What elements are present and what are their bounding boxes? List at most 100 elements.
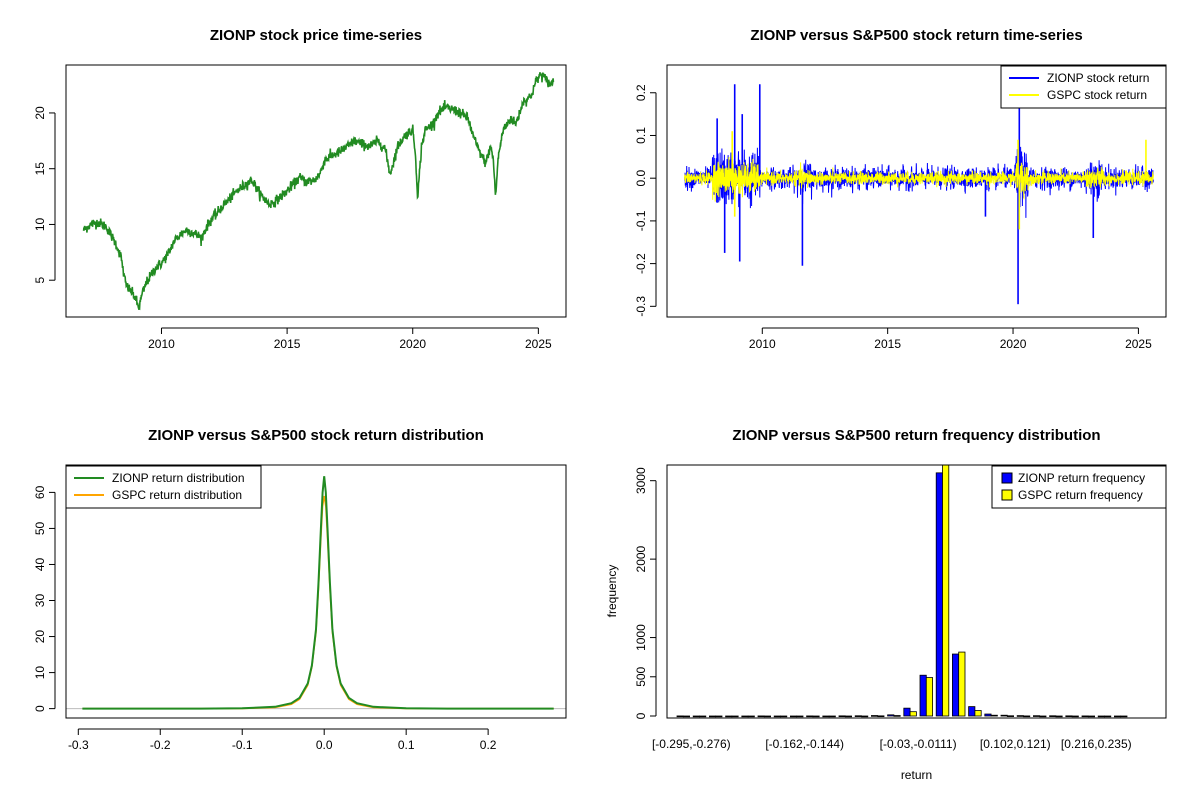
legend-swatch xyxy=(1001,472,1013,484)
frequency-bar xyxy=(1065,715,1073,718)
y-tick-label: 0.1 xyxy=(634,127,648,144)
frequency-bar xyxy=(958,651,966,717)
frequency-bar xyxy=(838,715,846,718)
frequency-bar xyxy=(942,464,950,717)
returns-chart: ZIONP versus S&P500 stock return time-se… xyxy=(634,27,1167,351)
frequency-bar xyxy=(1023,715,1031,718)
frequency-bar xyxy=(1071,715,1079,718)
y-tick-label: 2000 xyxy=(634,545,648,572)
frequency-bar xyxy=(952,653,960,717)
y-tick-label: 0.0 xyxy=(634,170,648,187)
y-tick-label: 20 xyxy=(33,106,47,120)
x-tick-label: 0.1 xyxy=(398,738,415,752)
x-category-label: [-0.03,-0.0111) xyxy=(880,737,957,751)
x-tick-label: 2020 xyxy=(1000,337,1027,351)
frequency-bar xyxy=(1049,715,1057,717)
frequency-bar xyxy=(796,715,804,718)
x-tick-label: -0.3 xyxy=(68,738,89,752)
x-tick-label: 2015 xyxy=(874,337,901,351)
y-tick-label: 0 xyxy=(33,705,47,712)
frequency-bar xyxy=(692,715,700,718)
frequency-bar xyxy=(822,715,830,718)
x-category-label: [-0.295,-0.276) xyxy=(652,737,731,751)
frequency-bar xyxy=(1114,715,1122,718)
frequency-bar xyxy=(974,710,982,717)
price-series-line xyxy=(82,72,555,311)
frequency-chart: ZIONP versus S&P500 return frequency dis… xyxy=(605,427,1167,782)
x-tick-label: -0.1 xyxy=(232,738,253,752)
y-tick-label: -0.3 xyxy=(634,296,648,317)
frequency-bar xyxy=(763,715,771,718)
chart-title: ZIONP versus S&P500 stock return time-se… xyxy=(750,27,1082,44)
legend-label: GSPC stock return xyxy=(1047,88,1147,102)
y-tick-label: 5 xyxy=(33,277,47,284)
legend-label: ZIONP return distribution xyxy=(112,471,245,485)
y-tick-label: -0.2 xyxy=(634,253,648,274)
y-tick-label: 20 xyxy=(33,630,47,644)
plot-frame xyxy=(65,464,567,719)
frequency-bar xyxy=(699,715,707,718)
x-tick-label: 2015 xyxy=(274,337,301,351)
frequency-bar xyxy=(780,715,788,718)
frequency-bar xyxy=(909,711,917,717)
legend-label: GSPC return distribution xyxy=(112,488,242,502)
frequency-bar xyxy=(682,715,690,718)
frequency-bar xyxy=(984,713,992,717)
frequency-bar xyxy=(1055,715,1063,718)
frequency-bar xyxy=(925,677,933,717)
frequency-bar xyxy=(854,715,862,717)
x-tick-label: 0.0 xyxy=(316,738,333,752)
legend-box xyxy=(991,465,1167,509)
return-series-line xyxy=(684,156,1154,202)
y-tick-label: 15 xyxy=(33,162,47,176)
frequency-bar xyxy=(990,714,998,717)
frequency-bar xyxy=(806,715,814,718)
frequency-bar xyxy=(731,715,739,718)
y-tick-label: 50 xyxy=(33,521,47,535)
frequency-bar xyxy=(968,706,976,717)
density-chart: ZIONP versus S&P500 stock return distrib… xyxy=(33,427,567,752)
y-axis-title: frequency xyxy=(605,565,619,618)
frequency-bar xyxy=(757,715,765,718)
legend-swatch xyxy=(1001,489,1013,501)
frequency-bar xyxy=(1097,715,1105,718)
plot-frame xyxy=(666,64,1167,318)
frequency-bar xyxy=(812,715,820,718)
frequency-bar xyxy=(1087,715,1096,718)
legend-label: ZIONP return frequency xyxy=(1018,471,1145,485)
legend-box xyxy=(65,465,262,509)
y-tick-label: 10 xyxy=(33,666,47,680)
y-tick-label: 30 xyxy=(33,594,47,608)
frequency-bar xyxy=(903,707,911,717)
y-tick-label: 0.2 xyxy=(634,84,648,101)
chart-title: ZIONP stock price time-series xyxy=(210,27,422,44)
frequency-bar xyxy=(919,674,927,717)
x-tick-label: 2025 xyxy=(1125,337,1152,351)
y-tick-label: 500 xyxy=(634,666,648,686)
frequency-bar xyxy=(935,472,943,717)
frequency-bar xyxy=(676,715,684,718)
frequency-bar xyxy=(725,715,733,718)
frequency-bar xyxy=(844,715,852,718)
y-tick-label: 3000 xyxy=(634,467,648,494)
frequency-bar xyxy=(773,715,781,718)
x-tick-label: 2010 xyxy=(148,337,175,351)
x-category-label: [0.216,0.235) xyxy=(1061,737,1132,751)
frequency-bar xyxy=(1000,714,1008,717)
x-tick-label: 2020 xyxy=(399,337,426,351)
density-line xyxy=(82,476,554,710)
x-category-label: [-0.162,-0.144) xyxy=(765,737,844,751)
frequency-bar xyxy=(715,715,723,718)
y-tick-label: 60 xyxy=(33,485,47,499)
chart-title: ZIONP versus S&P500 stock return distrib… xyxy=(148,427,484,444)
frequency-bar xyxy=(887,714,895,717)
legend-label: GSPC return frequency xyxy=(1018,488,1143,502)
frequency-bar xyxy=(1039,715,1047,718)
frequency-bar xyxy=(1120,715,1128,718)
frequency-bar xyxy=(828,715,836,718)
frequency-bar xyxy=(1081,715,1089,718)
x-category-label: [0.102,0.121) xyxy=(980,737,1051,751)
x-tick-label: -0.2 xyxy=(150,738,171,752)
legend-label: ZIONP stock return xyxy=(1047,71,1149,85)
